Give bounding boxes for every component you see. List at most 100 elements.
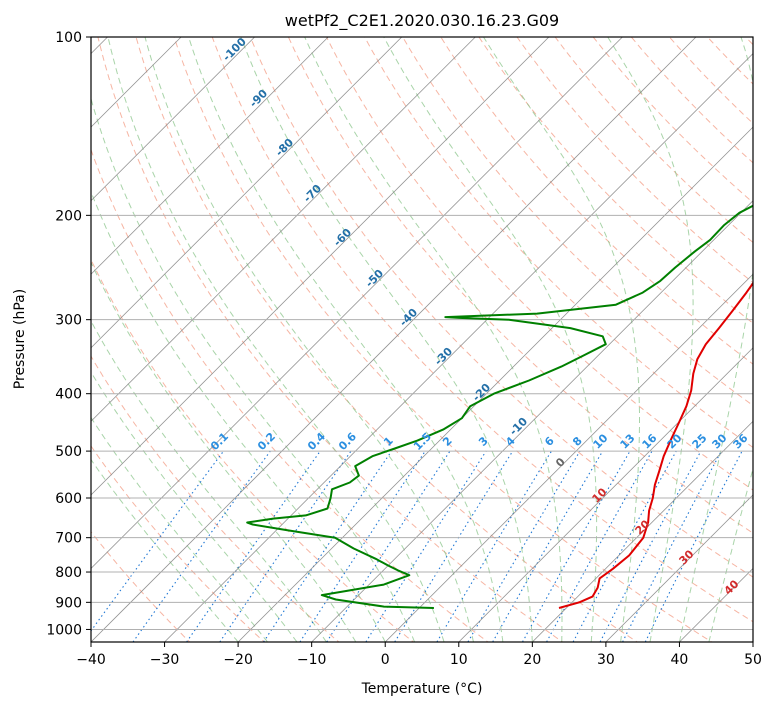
moist-adiabat-label: 0: [553, 455, 568, 470]
y-tick-label: 500: [55, 444, 82, 460]
x-tick-label: 10: [450, 652, 468, 668]
x-tick-label: −20: [223, 652, 253, 668]
mixing-ratio-label: 10: [591, 431, 611, 451]
mixing-ratio-label: 25: [690, 432, 710, 452]
dry-adiabat: [516, 37, 753, 284]
moist-adiabat: [91, 96, 416, 642]
y-tick-label: 1000: [46, 622, 82, 638]
dry-adiabat: [287, 37, 753, 534]
y-tick-label: 400: [55, 387, 82, 403]
mixing-ratio-line: [132, 450, 271, 642]
isotherm: [237, 126, 753, 642]
moist-adiabat: [91, 370, 298, 642]
mixing-ratio-line: [219, 450, 352, 642]
dry-adiabat: [97, 37, 564, 642]
mixing-ratio-label: 3: [476, 434, 491, 449]
mixing-ratio-line: [436, 450, 552, 642]
dry-adiabat: [630, 37, 753, 164]
temperature-profile: [558, 281, 753, 609]
isotherm: [164, 52, 753, 642]
mixing-ratio-line: [394, 450, 514, 642]
dry-adiabat-label: -90: [247, 87, 270, 110]
moist-adiabat: [383, 37, 598, 642]
moist-adiabat-label: 20: [633, 517, 653, 537]
x-tick-label: −30: [150, 652, 180, 668]
dry-adiabat-label: -30: [432, 345, 455, 368]
dry-adiabat-label: -100: [220, 35, 249, 64]
isotherm: [311, 200, 753, 642]
y-tick-label: 800: [55, 565, 82, 581]
y-tick-label: 300: [55, 313, 82, 329]
dry-adiabat-label: -60: [331, 226, 354, 249]
isotherm: [384, 273, 753, 642]
chart-title: wetPf2_C2E1.2020.030.16.23.G09: [285, 11, 559, 31]
y-tick-label: 100: [55, 30, 82, 46]
dry-adiabat: [744, 37, 753, 46]
moist-adiabat: [144, 37, 474, 642]
x-tick-label: −10: [297, 652, 327, 668]
moist-adiabat: [91, 458, 239, 642]
dry-adiabat: [771, 24, 775, 645]
isotherm: [458, 347, 753, 642]
dewpoint-profile: [246, 204, 753, 609]
dry-adiabat: [668, 37, 753, 125]
mixing-ratio-label: 0.6: [336, 430, 359, 453]
moist-adiabat: [482, 37, 640, 642]
dry-adiabat: [91, 445, 265, 642]
moist-adiabat: [678, 37, 753, 642]
dry-adiabat: [706, 37, 753, 85]
moist-adiabat: [240, 37, 533, 642]
mixing-ratio-line: [644, 450, 743, 642]
y-tick-label: 200: [55, 208, 82, 224]
isotherm: [679, 567, 753, 642]
dry-adiabat: [91, 258, 415, 642]
mixing-ratio-label: 30: [710, 431, 730, 451]
dry-adiabat: [325, 37, 753, 491]
dry-adiabat-label: -20: [470, 381, 493, 404]
x-tick-label: 40: [671, 652, 689, 668]
mixing-ratio-line: [299, 450, 426, 642]
mixing-ratio-label: 36: [731, 431, 751, 451]
isotherm: [91, 37, 329, 275]
moist-adiabat-label: 30: [677, 547, 697, 567]
y-axis-title: Pressure (hPa): [12, 289, 28, 389]
plot-frame: [90, 36, 754, 643]
dry-adiabat: [592, 37, 753, 204]
dry-adiabat: [402, 37, 753, 407]
mixing-ratio-label: 2: [440, 434, 455, 449]
isotherm: [91, 37, 255, 202]
mixing-ratio-label: 6: [542, 434, 557, 449]
isotherm: [752, 641, 753, 642]
isotherm: [91, 37, 550, 496]
moist-adiabat: [107, 37, 445, 642]
y-tick-label: 700: [55, 531, 82, 547]
y-tick-label: 600: [55, 491, 82, 507]
x-tick-label: −40: [76, 652, 106, 668]
moist-adiabat: [91, 261, 357, 642]
dry-adiabat: [91, 148, 489, 642]
isotherm: [91, 37, 476, 422]
dry-adiabat-label: -70: [301, 182, 324, 205]
dry-adiabat-label: -80: [273, 136, 296, 159]
x-tick-label: 0: [381, 652, 390, 668]
moist-adiabat: [607, 37, 694, 642]
mixing-ratio-line: [599, 450, 702, 642]
moist-adiabat: [304, 37, 563, 642]
mixing-ratio-line: [91, 450, 224, 632]
moist-adiabat: [91, 416, 268, 642]
mixing-ratio-label: 16: [640, 431, 660, 451]
mixing-ratio-label: 0.1: [208, 430, 231, 453]
mixing-ratio-label: 0.4: [305, 430, 328, 453]
x-axis-title: Temperature (°C): [361, 681, 483, 697]
isotherm: [91, 37, 697, 642]
isotherm: [91, 37, 623, 570]
x-tick-label: 20: [523, 652, 541, 668]
dry-adiabat: [249, 37, 753, 578]
moist-adiabat: [188, 37, 504, 642]
moist-adiabat-label: 10: [590, 485, 610, 505]
isotherm: [532, 420, 753, 642]
dry-adiabat-label: -10: [507, 415, 530, 438]
y-tick-label: 900: [55, 595, 82, 611]
mixing-ratio-line: [572, 450, 677, 642]
